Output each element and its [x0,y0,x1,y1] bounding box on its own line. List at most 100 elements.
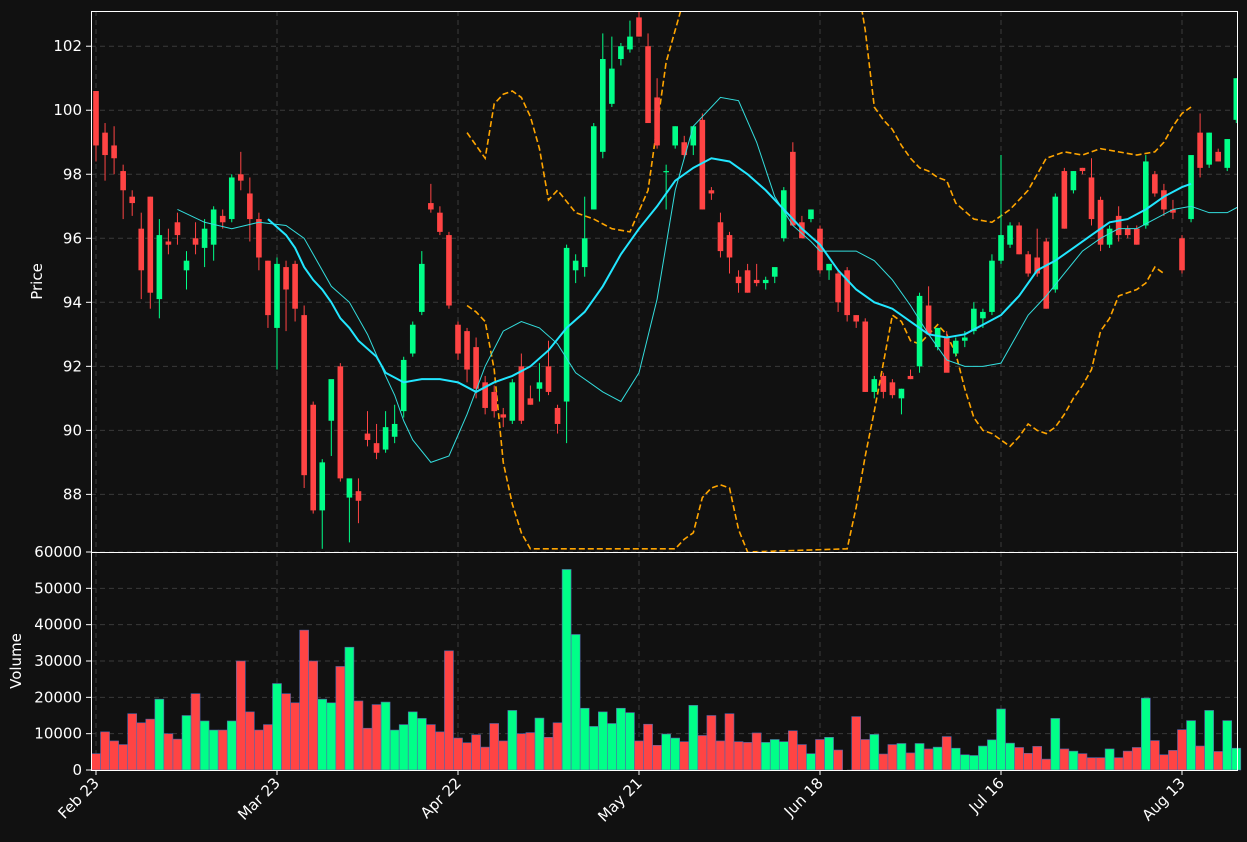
volume-bar [914,743,925,771]
candle-body [1034,257,1040,274]
candle-body [473,347,479,389]
volume-bar [380,701,391,771]
volume-bar [1222,720,1233,771]
candle-body [437,212,443,232]
candle-body [952,340,959,354]
candle-body [1115,215,1122,236]
volume-bar [815,739,825,771]
volume-bar [236,660,246,771]
candle-body [726,235,733,258]
candle-body [120,171,126,191]
candle-body [808,209,814,220]
volume-bar [878,753,889,771]
volume-bar [570,634,581,771]
candle-body [527,398,534,405]
candle-body [835,273,841,303]
volume-bar [154,698,165,771]
candle-body [563,247,570,402]
volume-bar [1177,729,1187,771]
candle-body [1233,78,1237,120]
volume-bar [616,707,626,771]
candle-body [129,196,135,204]
volume-bar [335,666,346,771]
candle-body [1143,161,1149,226]
volume-bar [444,650,454,771]
volume-bar [507,710,518,771]
volume-bar [1213,751,1223,771]
candle-body [771,267,778,277]
volume-bar [751,732,762,771]
candle-body [699,119,706,210]
date-tick-label: Jul 16 [965,774,1008,817]
candle-body [609,68,615,104]
candle-body [826,263,832,271]
volume-bar [869,734,880,771]
candle-body [500,414,507,418]
volume-bar [1150,740,1160,771]
candle-body [1079,167,1086,172]
candle-body [346,478,353,498]
volume-bar [1023,752,1033,771]
candle-body [464,331,470,370]
volume-bar [299,629,309,771]
candle-body [482,382,488,408]
date-x-ticks: Feb 23 Mar 23 Apr 22 May 21 Jun 18 Jul 16 Aug … [54,770,1189,826]
candle-body [382,427,389,450]
volume-bar [199,720,210,771]
candle-body [400,359,407,412]
candle-body [799,222,805,239]
volume-bar [1032,746,1042,771]
moving-averages [177,96,1237,463]
volume-bar [453,737,463,771]
candle-body [690,126,697,146]
volume-bar [742,742,753,771]
date-tick-label: Aug 13 [1139,774,1189,824]
volume-bar [978,745,988,771]
volume-bar [1141,697,1151,771]
candle-body [256,219,262,258]
price-tick-label: 102 [53,37,82,55]
volume-tick-label: 0 [72,761,82,779]
volume-bar [407,711,418,771]
volume-bar [208,729,219,771]
volume-bar [851,716,862,771]
volume-bar [724,713,735,771]
volume-bar [344,646,355,771]
volume-bar [416,718,427,771]
candle-body [1152,174,1158,194]
volume-bar [932,746,943,771]
volume-bar [860,739,871,771]
candle-body [518,366,525,421]
candle-body [1025,254,1031,274]
volume-tick-label: 30000 [34,652,82,670]
candle-body [238,174,244,181]
volume-bar [525,732,536,771]
volume-bar [1077,753,1088,771]
volume-bar [679,741,690,771]
price-panel-grid [91,11,1237,552]
candle-body [1215,151,1221,162]
volume-bar [118,744,128,771]
volume-bar [534,717,545,771]
candle-body [1224,139,1231,168]
volume-bar [561,569,572,771]
volume-bar [552,722,563,771]
candle-body [310,404,316,511]
volume-bar [435,731,445,771]
volume-bar [489,723,500,771]
candle-body [1161,190,1167,210]
volume-bar [1005,742,1015,771]
volume-bar [136,722,147,771]
volume-bar [715,740,726,771]
volume-bar [254,729,264,771]
fast-moving-average-line [177,96,1237,463]
volume-tick-label: 50000 [34,579,82,597]
volume-bar [1068,750,1079,771]
candle-body [391,423,398,437]
candle-body [183,260,190,271]
volume-bar [1186,720,1196,771]
volume-bar [245,711,255,771]
volume-bar [833,749,843,771]
volume-bar [1050,718,1061,771]
volume-bar [226,720,237,771]
